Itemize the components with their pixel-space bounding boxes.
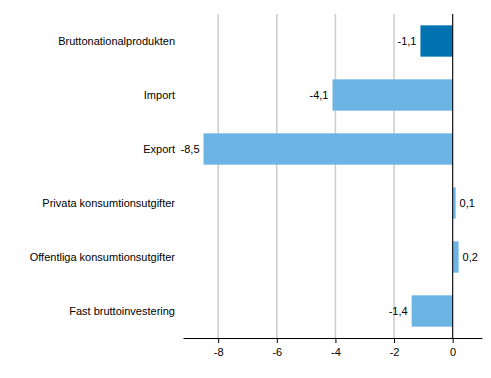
tick: 0 (450, 338, 456, 358)
tick-mark (394, 338, 395, 343)
grid-line (217, 14, 219, 338)
tick: -2 (390, 338, 400, 358)
data-label: 0,2 (463, 251, 478, 263)
category-label: Privata konsumtionsutgifter (42, 197, 175, 209)
data-labels: -1,1 -4,1 -8,5 0,1 0,2 -1,4 (181, 35, 478, 317)
bar (204, 133, 453, 164)
tick-label: -6 (272, 346, 282, 358)
tick-mark (335, 338, 336, 343)
axis-line (184, 338, 483, 339)
bar (412, 295, 453, 326)
tick-label: -4 (331, 346, 341, 358)
grid-line (452, 14, 454, 338)
bar (333, 79, 453, 110)
data-label: 0,1 (460, 197, 475, 209)
tick-mark (277, 338, 278, 343)
grid (218, 14, 453, 338)
data-label: -1,4 (389, 305, 408, 317)
tick-mark (453, 338, 454, 343)
grid-line (335, 14, 337, 338)
tick: -8 (214, 338, 224, 358)
data-label: -1,1 (397, 35, 416, 47)
category-label: Import (144, 89, 175, 101)
bars (204, 25, 459, 326)
grid-line (393, 14, 395, 338)
bar (453, 241, 459, 272)
grid-line (276, 14, 278, 338)
data-label: -8,5 (181, 143, 200, 155)
tick-label: -8 (214, 346, 224, 358)
baseline (452, 14, 453, 338)
category-label: Export (143, 143, 175, 155)
data-label: -4,1 (310, 89, 329, 101)
chart: -8 -6 -4 -2 0 Bruttonationalprodukten Import Ex… (0, 0, 491, 378)
tick-mark (218, 338, 219, 343)
tick: -4 (331, 338, 341, 358)
tick: -6 (272, 338, 282, 358)
category-label: Fast bruttoinvestering (69, 305, 175, 317)
category-label: Offentliga konsumtionsutgifter (30, 251, 176, 263)
bar (420, 25, 452, 56)
category-labels: Bruttonationalprodukten Import Export Priva… (30, 35, 176, 317)
tick-label: 0 (450, 346, 456, 358)
tick-label: -2 (390, 346, 400, 358)
category-label: Bruttonationalprodukten (58, 35, 175, 47)
x-axis: -8 -6 -4 -2 0 (184, 338, 483, 358)
